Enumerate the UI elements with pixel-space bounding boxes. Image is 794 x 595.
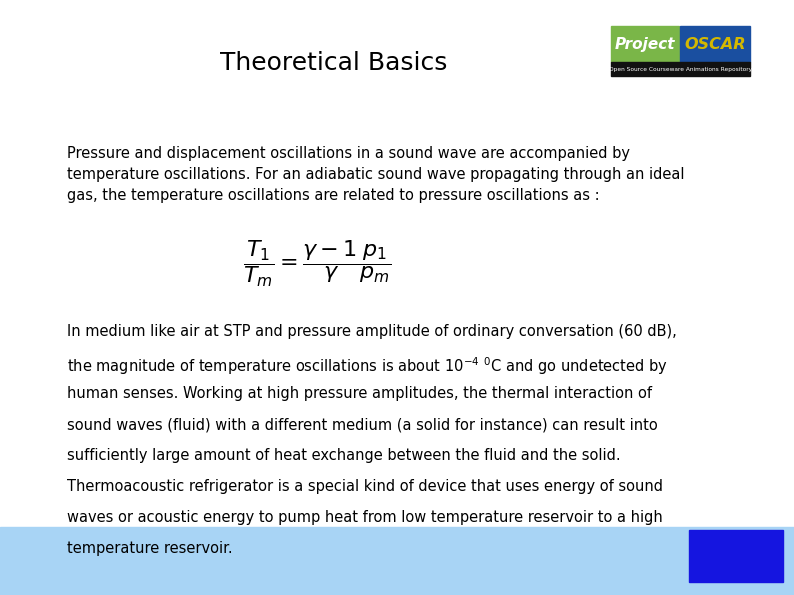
Text: the magnitude of temperature oscillations is about 10$^{-4}$ $^{0}$C and go unde: the magnitude of temperature oscillation… xyxy=(67,355,669,377)
Bar xyxy=(611,62,750,76)
Bar xyxy=(0,527,794,595)
Text: Project: Project xyxy=(615,36,676,52)
Text: waves or acoustic energy to pump heat from low temperature reservoir to a high: waves or acoustic energy to pump heat fr… xyxy=(67,510,663,525)
Text: Thermoacoustic refrigerator is a special kind of device that uses energy of soun: Thermoacoustic refrigerator is a special… xyxy=(67,479,664,494)
Text: Open Source Courseware Animations Repository: Open Source Courseware Animations Reposi… xyxy=(609,67,753,71)
Text: sufficiently large amount of heat exchange between the fluid and the solid.: sufficiently large amount of heat exchan… xyxy=(67,448,621,463)
Text: In medium like air at STP and pressure amplitude of ordinary conversation (60 dB: In medium like air at STP and pressure a… xyxy=(67,324,677,339)
Text: Theoretical Basics: Theoretical Basics xyxy=(220,51,447,74)
Text: human senses. Working at high pressure amplitudes, the thermal interaction of: human senses. Working at high pressure a… xyxy=(67,386,653,401)
Text: temperature reservoir.: temperature reservoir. xyxy=(67,541,233,556)
Text: sound waves (fluid) with a different medium (a solid for instance) can result in: sound waves (fluid) with a different med… xyxy=(67,417,658,432)
Text: OSCAR: OSCAR xyxy=(684,36,746,52)
Bar xyxy=(611,26,679,62)
Text: $\dfrac{T_1}{T_m} = \dfrac{\gamma - 1}{\gamma} \dfrac{p_1}{p_m}$: $\dfrac{T_1}{T_m} = \dfrac{\gamma - 1}{\… xyxy=(243,238,392,289)
Text: Pressure and displacement oscillations in a sound wave are accompanied by
temper: Pressure and displacement oscillations i… xyxy=(67,146,685,203)
Bar xyxy=(680,26,750,62)
Bar xyxy=(689,530,783,582)
